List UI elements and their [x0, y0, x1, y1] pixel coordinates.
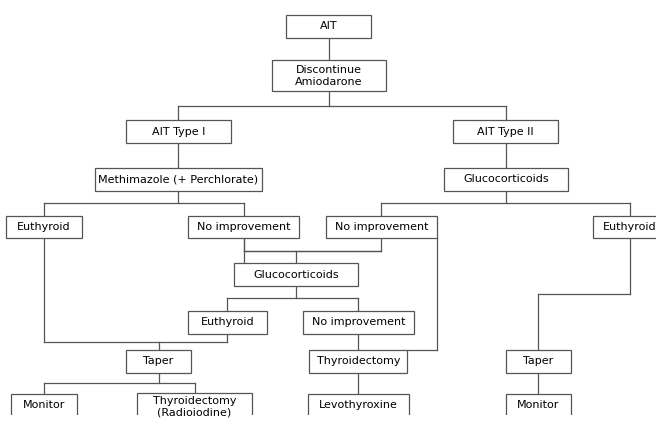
- Text: Monitor: Monitor: [517, 400, 560, 410]
- Text: Thyroidectomy: Thyroidectomy: [317, 357, 400, 367]
- Text: Glucocorticoids: Glucocorticoids: [463, 174, 548, 184]
- FancyBboxPatch shape: [286, 15, 371, 37]
- FancyBboxPatch shape: [126, 120, 230, 143]
- FancyBboxPatch shape: [272, 60, 386, 91]
- Text: Taper: Taper: [143, 357, 174, 367]
- FancyBboxPatch shape: [188, 216, 299, 238]
- Text: AIT Type I: AIT Type I: [151, 127, 205, 137]
- FancyBboxPatch shape: [592, 216, 664, 238]
- Text: No improvement: No improvement: [197, 222, 290, 232]
- FancyBboxPatch shape: [126, 350, 191, 373]
- FancyBboxPatch shape: [325, 216, 437, 238]
- Text: No improvement: No improvement: [335, 222, 428, 232]
- FancyBboxPatch shape: [11, 394, 77, 416]
- FancyBboxPatch shape: [137, 392, 252, 421]
- Text: Monitor: Monitor: [23, 400, 65, 410]
- Text: Taper: Taper: [523, 357, 554, 367]
- FancyBboxPatch shape: [303, 311, 414, 333]
- Text: Glucocorticoids: Glucocorticoids: [254, 269, 339, 280]
- Text: Euthyroid: Euthyroid: [604, 222, 657, 232]
- FancyBboxPatch shape: [309, 350, 408, 373]
- Text: Levothyroxine: Levothyroxine: [319, 400, 398, 410]
- Text: AIT Type II: AIT Type II: [477, 127, 534, 137]
- Text: Discontinue
Amiodarone: Discontinue Amiodarone: [295, 65, 363, 87]
- Text: Methimazole (+ Perchlorate): Methimazole (+ Perchlorate): [98, 174, 258, 184]
- Text: Thyroidectomy
(Radioiodine): Thyroidectomy (Radioiodine): [153, 396, 236, 418]
- Text: Euthyroid: Euthyroid: [17, 222, 71, 232]
- Text: AIT: AIT: [320, 21, 338, 31]
- FancyBboxPatch shape: [454, 120, 558, 143]
- FancyBboxPatch shape: [95, 168, 262, 191]
- FancyBboxPatch shape: [506, 394, 571, 416]
- Text: Euthyroid: Euthyroid: [201, 317, 254, 327]
- FancyBboxPatch shape: [506, 350, 571, 373]
- FancyBboxPatch shape: [6, 216, 82, 238]
- Text: No improvement: No improvement: [311, 317, 405, 327]
- FancyBboxPatch shape: [307, 394, 409, 416]
- FancyBboxPatch shape: [444, 168, 568, 191]
- FancyBboxPatch shape: [234, 263, 359, 286]
- FancyBboxPatch shape: [188, 311, 267, 333]
